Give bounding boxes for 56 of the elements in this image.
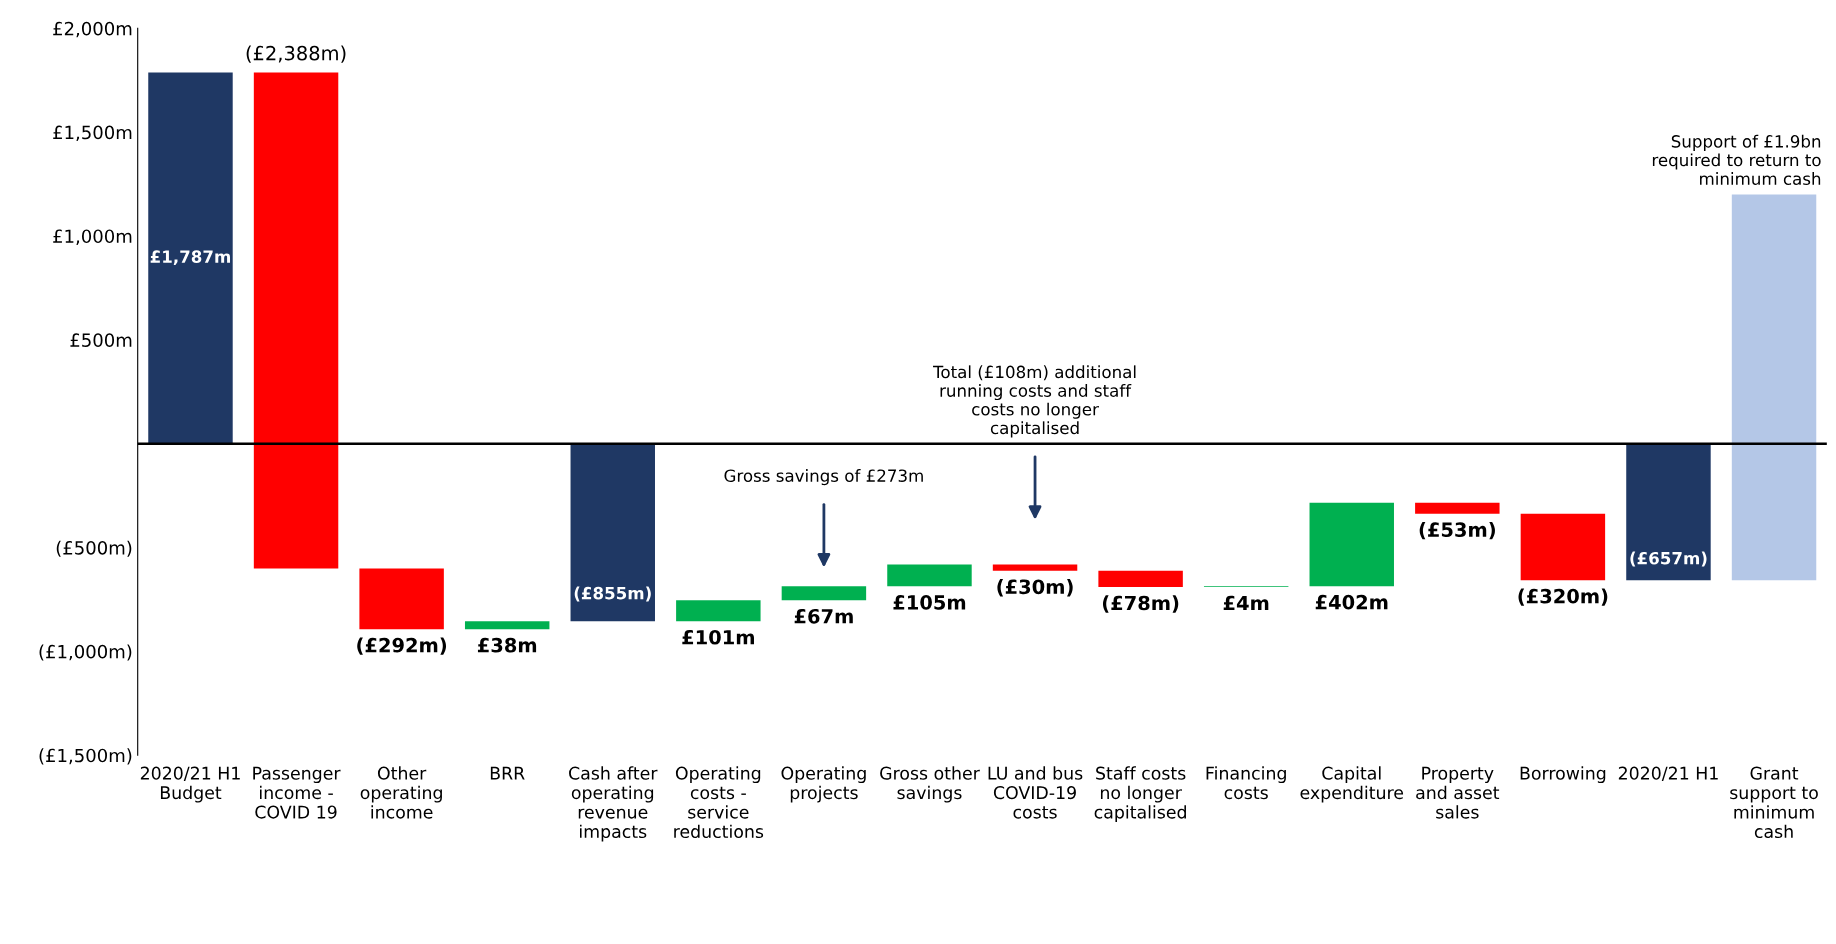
y-tick-label: (£1,000m) — [39, 644, 132, 661]
data-label: £38m — [477, 637, 537, 653]
x-tick-label: Financing costs — [1206, 766, 1286, 800]
x-tick-label: Cash after operating revenue impacts — [569, 766, 658, 842]
x-tick-label: 2020/21 H1 — [1618, 766, 1718, 782]
bar — [359, 568, 444, 630]
bar — [1415, 502, 1500, 514]
x-tick-label: Gross other savings — [880, 766, 980, 803]
bar — [464, 621, 550, 630]
y-tick-label: £1,000m — [53, 229, 132, 245]
data-label: (£855m) — [574, 586, 651, 602]
data-label: £402m — [1315, 594, 1388, 610]
y-tick-label: (£500m) — [56, 540, 132, 557]
y-tick-label: £2,000m — [53, 21, 132, 38]
x-tick-label: Other operating income — [360, 766, 442, 819]
data-label: £4m — [1223, 595, 1269, 611]
data-label: £67m — [794, 608, 853, 624]
x-tick-label: Passenger income - COVID 19 — [253, 766, 341, 819]
bar — [253, 72, 339, 569]
y-tick-label: £500m — [70, 333, 132, 347]
data-label: (£2,388m) — [246, 45, 346, 63]
annotation: Total (£108m) additional running costs and staff costs no longer capitalised — [933, 365, 1136, 438]
x-tick-label: LU and bus COVID-19 costs — [988, 766, 1083, 819]
annotation: Support of £1.9bn required to return to minimum cash — [1652, 134, 1821, 185]
x-tick-label: Operating projects — [781, 766, 866, 803]
bar — [781, 586, 867, 601]
x-tick-label: Staff costs no longer capitalised — [1094, 766, 1186, 822]
x-tick-label: Grant support to minimum cash — [1730, 766, 1818, 839]
bar — [676, 600, 761, 622]
bar — [570, 443, 655, 622]
y-tick-label: £1,500m — [53, 125, 132, 142]
data-label: (£30m) — [997, 579, 1073, 597]
data-label: £105m — [893, 595, 966, 610]
y-tick-label: (£1,500m) — [39, 748, 132, 765]
annotation: Gross savings of £273m — [724, 469, 923, 486]
bar — [1520, 513, 1606, 581]
data-label: £1,787m — [150, 250, 231, 266]
x-tick-label: Capital expenditure — [1300, 766, 1404, 803]
x-tick-label: 2020/21 H1 Budget — [140, 766, 240, 803]
x-tick-label: Operating costs - service reductions — [674, 766, 764, 839]
data-label: (£657m) — [1630, 551, 1707, 567]
bar — [148, 72, 233, 444]
data-label: (£320m) — [1518, 588, 1608, 606]
data-label: (£53m) — [1419, 522, 1495, 540]
bar — [1098, 570, 1183, 587]
x-tick-label: Property and asset sales — [1416, 766, 1500, 819]
x-tick-label: Borrowing — [1520, 766, 1606, 784]
data-label: (£292m) — [357, 637, 447, 655]
data-label: £101m — [682, 629, 754, 645]
bar — [887, 564, 972, 587]
bar — [1731, 194, 1817, 581]
data-label: (£78m) — [1102, 595, 1179, 613]
bar — [1309, 502, 1394, 587]
x-tick-label: BRR — [490, 766, 525, 780]
bar — [1626, 443, 1711, 581]
bar — [992, 564, 1078, 571]
